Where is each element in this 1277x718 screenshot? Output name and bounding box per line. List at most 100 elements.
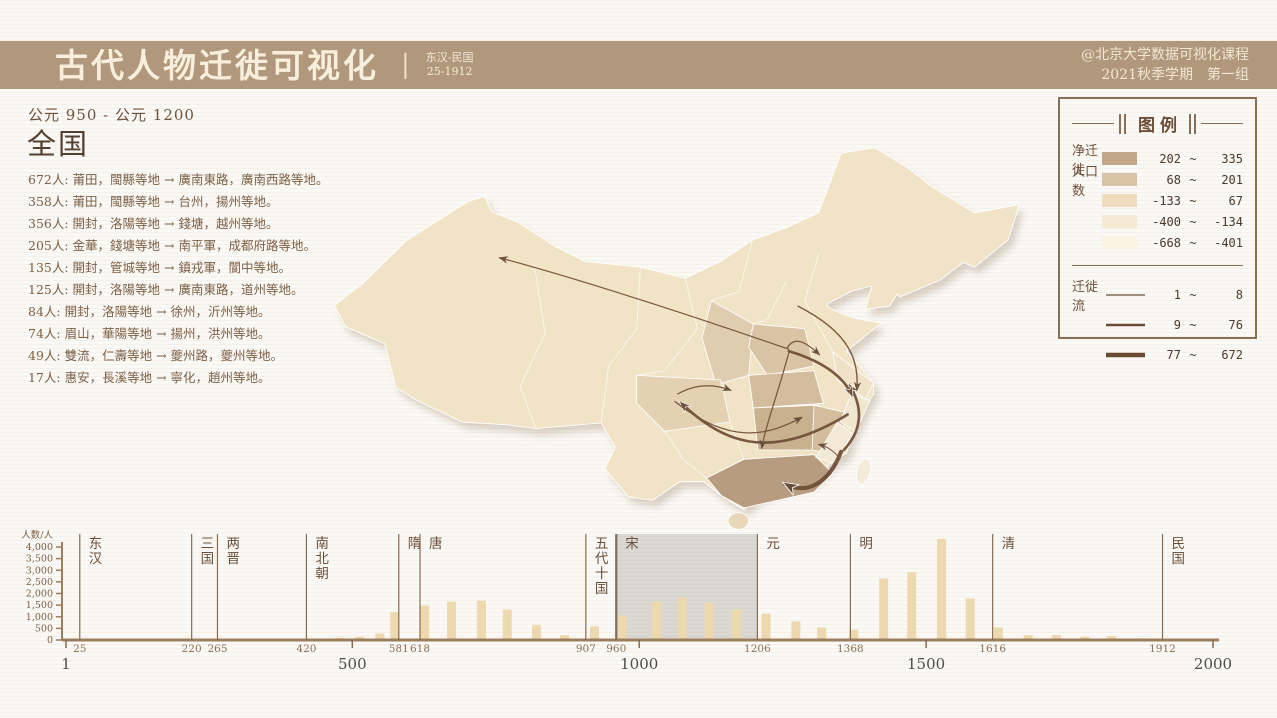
x-major-label: 2000 (1194, 655, 1232, 673)
dynasty-label[interactable]: 隋 (408, 536, 422, 552)
timeline-bar (993, 627, 1003, 640)
legend-net-row: -400 ~ -134 (1072, 211, 1243, 232)
dynasty-label[interactable]: 两晋 (226, 536, 240, 567)
province-hubei[interactable] (748, 370, 824, 409)
timeline-bar (447, 601, 457, 640)
province-shaanxi[interactable] (701, 300, 754, 386)
timeline-bar (1023, 635, 1033, 640)
china-map (303, 142, 1045, 534)
dynasty-year-label: 265 (207, 643, 227, 655)
migration-route-item: 205人: 金華，錢塘等地 → 南平軍，成都府路等地。 (28, 238, 316, 253)
province-henan[interactable] (748, 323, 815, 376)
migration-route-list: 672人: 莆田，閩縣等地 → 廣南東路，廣南西路等地。 358人: 莆田，閩縣等… (28, 169, 328, 389)
timeline-bar (355, 636, 365, 640)
dynasty-year-label: 907 (576, 643, 596, 655)
legend-divider (1072, 265, 1243, 266)
legend-net-row: 净迁徙 202 ~335 (1072, 144, 1243, 178)
timeline-bar (589, 626, 599, 640)
legend-net-row: 人口数 68 ~201 (1072, 165, 1243, 199)
migration-arrow[interactable] (759, 352, 790, 450)
migration-arrow[interactable] (787, 349, 854, 396)
y-axis-title: 人数/人 (21, 529, 53, 541)
dynasty-label[interactable]: 五代十国 (595, 536, 609, 597)
migration-arrow[interactable] (674, 400, 803, 434)
header-credit: @北京大学数据可视化课程 2021秋季学期 第一组 (1081, 45, 1249, 86)
dynasty-label[interactable]: 元 (766, 536, 780, 552)
legend-net-row: -133 ~67 (1072, 190, 1243, 211)
migration-route-item: 84人: 開封，洛陽等地 → 徐州，沂州等地。 (28, 304, 271, 319)
dynasty-label[interactable]: 南北朝 (315, 536, 329, 582)
y-tick-label: 3,000 (26, 565, 53, 576)
migration-arrow[interactable] (797, 305, 862, 392)
timeline-bar (375, 633, 385, 640)
timeline-bar (849, 629, 859, 640)
y-tick-label: 1,500 (26, 600, 53, 611)
y-tick-label: 500 (35, 623, 53, 634)
legend-color-swatch (1102, 152, 1137, 165)
timeline-bar (937, 538, 947, 640)
island-hainan[interactable] (727, 512, 750, 530)
x-major-label: 1500 (907, 655, 945, 673)
timeline-svg[interactable]: 05001,0001,5002,0002,5003,0003,5004,000人… (0, 528, 1277, 688)
migration-arrow[interactable] (498, 256, 790, 350)
migration-arrow[interactable] (677, 383, 732, 395)
dynasty-label[interactable]: 三国 (201, 536, 215, 567)
legend-title: 图例 (1138, 116, 1182, 136)
flow-arrow-icon (1106, 323, 1145, 327)
dynasty-label[interactable]: 东汉 (89, 536, 103, 567)
dynasty-label[interactable]: 唐 (429, 535, 443, 552)
dynasty-year-label: 1912 (1149, 643, 1176, 655)
legend-net-range: -133 ~67 (1152, 193, 1243, 208)
dynasty-label[interactable]: 宋 (625, 536, 639, 552)
subtitle-range: 东汉-民国 (425, 51, 474, 65)
dynasty-year-label: 1368 (837, 643, 864, 655)
dynasty-label[interactable]: 明 (859, 536, 873, 552)
legend-box: 图例 净迁徙 202 ~335 人口数 68 ~201 -133 ~67 -400 ~ -134 -6… (1058, 97, 1257, 362)
dynasty-label[interactable]: 民国 (1172, 536, 1186, 567)
migration-arrow[interactable] (786, 340, 821, 356)
y-tick-label: 3,500 (26, 554, 53, 565)
dynasty-year-label: 420 (296, 643, 316, 655)
legend-net-range: 68 ~201 (1166, 172, 1243, 187)
legend-color-swatch (1102, 194, 1137, 207)
migration-route-item: 135人: 開封，管城等地 → 鎮戎軍，閬中等地。 (28, 260, 291, 275)
x-major-label: 1000 (620, 655, 658, 673)
migration-route-item: 356人: 開封，洛陽等地 → 錢塘，越州等地。 (28, 216, 279, 231)
dynasty-year-label: 960 (606, 643, 626, 655)
migration-arrow[interactable] (817, 443, 839, 458)
credit-line-2: 2021秋季学期 第一组 (1101, 67, 1249, 83)
flow-arrow-icon (1106, 352, 1145, 358)
dynasty-year-label: 581 (389, 643, 409, 655)
legend-ornament-bars (1189, 113, 1196, 134)
legend-flow-label: 迁徙流 (1072, 280, 1099, 314)
legend-flow-row: 9 ~76 (1072, 310, 1243, 340)
header-bar: 古代人物迁徙可视化 | 东汉-民国 25-1912 @北京大学数据可视化课程 2… (0, 41, 1277, 89)
dynasty-year-label: 1206 (744, 643, 771, 655)
subtitle-years: 25-1912 (426, 65, 473, 78)
legend-net-range: -400 ~ -134 (1152, 214, 1243, 229)
migration-arrow[interactable] (785, 449, 844, 488)
timeline-bar (761, 613, 771, 640)
legend-ornament-line (1072, 123, 1114, 124)
legend-ornament-bars (1119, 113, 1126, 134)
migration-flows (498, 256, 862, 488)
timeline-bar (791, 621, 801, 640)
province-guangdong-guangxi[interactable] (706, 454, 834, 509)
header-subtitle: 东汉-民国 25-1912 (426, 51, 474, 79)
china-map-svg (333, 147, 1024, 530)
timeline-bar (731, 609, 741, 640)
y-tick-label: 2,500 (26, 577, 53, 588)
legend-title-row: 图例 (1072, 111, 1243, 136)
timeline-bar (879, 578, 889, 640)
flow-arrow-icon (1106, 294, 1145, 296)
legend-net-range: -668 ~ -401 (1152, 235, 1243, 250)
dynasty-label[interactable]: 清 (1002, 536, 1016, 552)
timeline-chart[interactable]: 0 500 1,000 1,500 2,000 2,500 3,000 3,500 4,000 人… (0, 528, 1277, 688)
region-title: 全国 (27, 127, 90, 161)
y-tick-label: 2,000 (26, 589, 53, 600)
island-taiwan[interactable] (854, 457, 873, 486)
legend-flow-range: 77 ~672 (1166, 348, 1243, 362)
migration-route-item: 125人: 開封，洛陽等地 → 廣南東路，道州等地。 (28, 282, 304, 297)
legend-color-swatch (1102, 236, 1137, 249)
